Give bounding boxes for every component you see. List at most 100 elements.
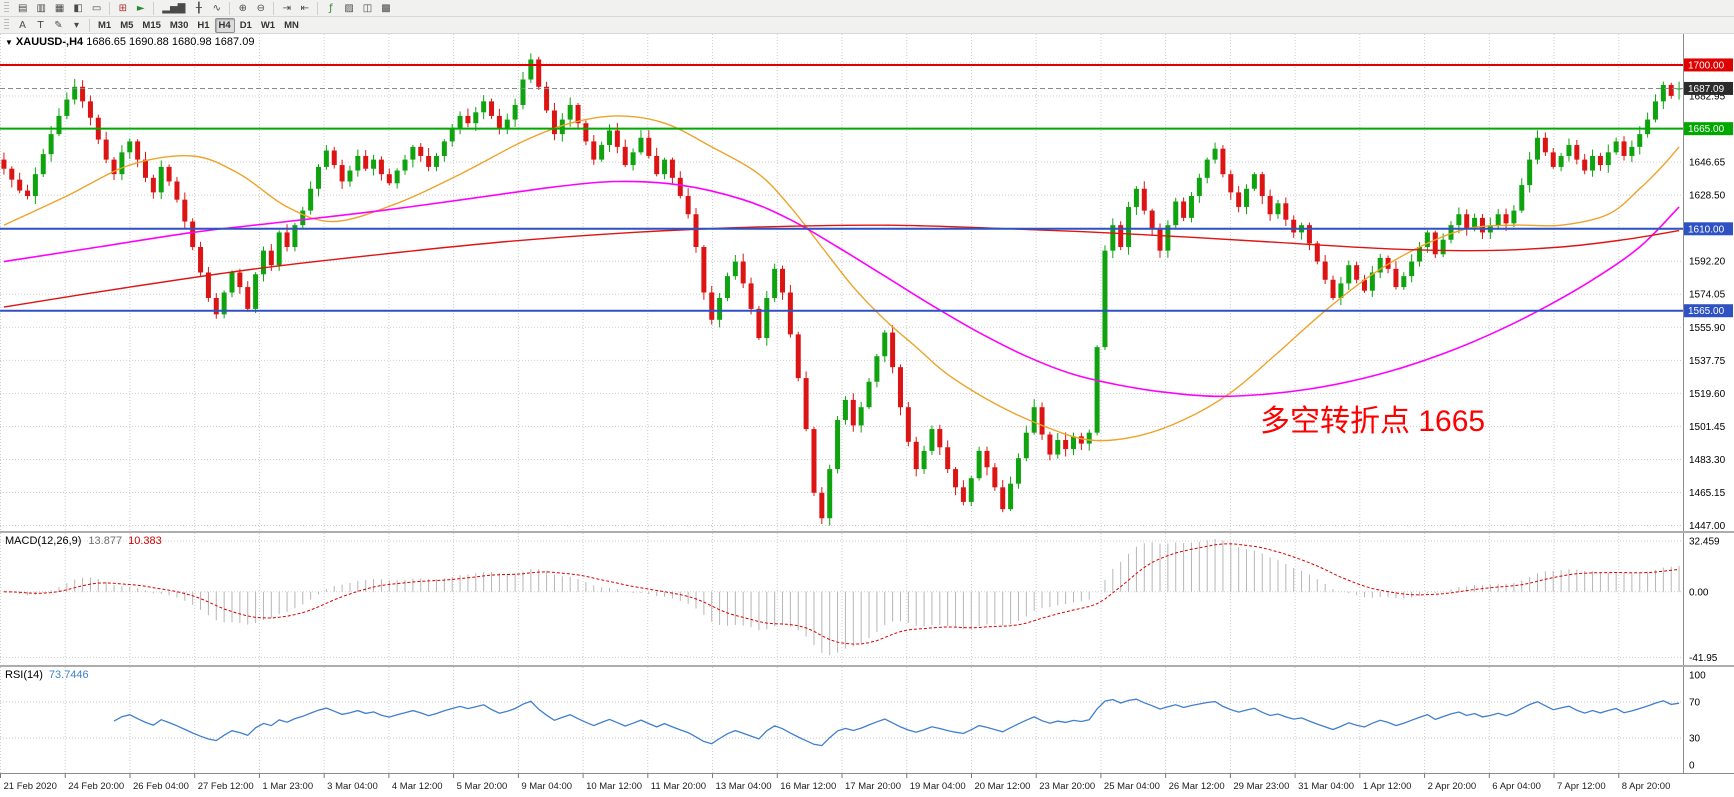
zoom-in-icon[interactable]: ⊕	[234, 1, 251, 16]
panel-splitter-macd[interactable]	[0, 531, 1734, 533]
price-tick: 1501.45	[1689, 422, 1726, 433]
macd-panel[interactable]: 32.459 0.00 -41.95 MACD(12,26,9) 13.877 10.3…	[0, 533, 1734, 665]
line-chart-icon[interactable]: ∿	[208, 1, 225, 16]
grid	[0, 34, 1683, 531]
price-chart[interactable]: 1682.95 1646.65 1628.50 1592.20 1574.05 1555.…	[0, 34, 1734, 531]
macd-signal-value: 10.383	[128, 535, 162, 547]
time-label: 5 Mar 20:00	[457, 781, 508, 792]
cascade-windows-icon[interactable]: ▩	[377, 1, 394, 16]
rsi-chart[interactable]: 100 70 30 0	[0, 667, 1734, 773]
toolbar-separator	[273, 1, 275, 15]
support-1565-badge-label: 1565.00	[1688, 306, 1725, 317]
rsi-tick: 30	[1689, 734, 1701, 745]
time-label: 1 Apr 12:00	[1363, 781, 1412, 792]
time-label: 26 Mar 12:00	[1169, 781, 1225, 792]
grid	[0, 667, 1620, 773]
time-label: 1 Mar 23:00	[262, 781, 313, 792]
timeframe-button-w1[interactable]: W1	[257, 18, 279, 33]
navigator-icon[interactable]: ◧	[69, 1, 86, 16]
timeframe-button-m30[interactable]: M30	[166, 18, 192, 33]
chart-menu-icon[interactable]: ▼	[5, 38, 13, 47]
draw-tools-dropdown-icon[interactable]: ▾	[68, 18, 85, 33]
rsi-value: 73.7446	[48, 669, 89, 681]
auto-scroll-icon[interactable]: ⇥	[278, 1, 295, 16]
rsi-panel[interactable]: 100 70 30 0 RSI(14) 73.7446	[0, 667, 1734, 773]
current-price-badge	[1684, 81, 1733, 95]
terminal-icon[interactable]: ▭	[88, 1, 105, 16]
candlestick-chart-icon[interactable]: ╂	[190, 1, 207, 16]
resistance-1700-badge-label: 1700.00	[1688, 60, 1725, 71]
chart-shift-icon[interactable]: ⇤	[296, 1, 313, 16]
macd-tick: -41.95	[1689, 653, 1718, 664]
toolbar-grip[interactable]	[4, 19, 9, 31]
time-label: 10 Mar 12:00	[586, 781, 642, 792]
new-order-icon[interactable]: ⊞	[114, 1, 131, 16]
time-label: 29 Mar 23:00	[1233, 781, 1289, 792]
time-label: 11 Mar 20:00	[651, 781, 706, 792]
rsi-indicator-name: RSI(14)	[5, 669, 43, 681]
time-label: 31 Mar 04:00	[1298, 781, 1354, 792]
price-tick: 1483.30	[1689, 455, 1726, 466]
market-watch-icon[interactable]: ▦	[51, 1, 68, 16]
zoom-out-icon[interactable]: ⊖	[252, 1, 269, 16]
macd-histogram	[11, 539, 1680, 656]
timeframe-button-mn[interactable]: MN	[280, 18, 303, 33]
toolbar-main: ▤ ▥ ▦ ◧ ▭ ⊞ ► ▂▅▇ ╂ ∿ ⊕ ⊖ ⇥ ⇤ ƒ ▨ ◫ ▩	[0, 0, 1734, 17]
time-label: 23 Mar 20:00	[1039, 781, 1095, 792]
timeframe-button-d1[interactable]: D1	[236, 18, 256, 33]
indicators-icon[interactable]: ƒ	[322, 1, 339, 16]
time-label: 8 Apr 20:00	[1622, 781, 1671, 792]
time-axis[interactable]: 21 Feb 2020 24 Feb 20:00 26 Feb 04:00 27 Fe…	[0, 773, 1734, 797]
rsi-label: RSI(14) 73.7446	[5, 669, 89, 681]
new-chart-icon[interactable]: ▤	[14, 1, 31, 16]
timeframe-button-m15[interactable]: M15	[138, 18, 164, 33]
price-tick: 1592.20	[1689, 257, 1726, 268]
bar-chart-icon[interactable]: ▂▅▇	[158, 1, 189, 16]
annotation-text: 多空转折点 1665	[1260, 405, 1486, 438]
toolbar-grip[interactable]	[4, 2, 9, 14]
ma-fast-orange	[3, 115, 1680, 442]
price-tick: 1555.90	[1689, 323, 1726, 334]
toolbar-separator	[109, 1, 111, 15]
toolbar-separator	[229, 1, 231, 15]
timeframe-button-h1[interactable]: H1	[193, 18, 213, 33]
timeframe-button-m1[interactable]: M1	[94, 18, 115, 33]
toolbar-separator	[317, 1, 319, 15]
support-1565-badge	[1684, 304, 1733, 318]
macd-tick: 32.459	[1689, 537, 1720, 548]
toolbar-timeframes: A T ✎ ▾ M1 M5 M15 M30 H1 H4 D1 W1 MN	[0, 17, 1734, 34]
chart-title-bar: ▼ XAUUSD-,H4 1686.65 1690.88 1680.98 1687…	[5, 36, 254, 48]
draw-tools-icon[interactable]: ✎	[50, 18, 67, 33]
chart-panel[interactable]: 1682.95 1646.65 1628.50 1592.20 1574.05 1555.…	[0, 34, 1734, 531]
toolbar-separator	[89, 18, 90, 32]
tile-windows-icon[interactable]: ◫	[359, 1, 376, 16]
macd-indicator-name: MACD(12,26,9)	[5, 535, 82, 547]
macd-chart[interactable]: 32.459 0.00 -41.95	[0, 533, 1734, 665]
time-label: 25 Mar 04:00	[1104, 781, 1160, 792]
text-tool-icon[interactable]: T	[32, 18, 49, 33]
rsi-line	[113, 698, 1680, 747]
timeframe-button-m5[interactable]: M5	[116, 18, 137, 33]
price-tick: 1537.75	[1689, 356, 1726, 367]
panel-splitter-rsi[interactable]	[0, 665, 1734, 667]
autotrading-icon[interactable]: ►	[132, 1, 149, 16]
rsi-tick: 100	[1689, 671, 1706, 682]
time-label: 27 Feb 12:00	[198, 781, 254, 792]
time-label: 6 Apr 04:00	[1492, 781, 1541, 792]
time-label: 9 Mar 04:00	[521, 781, 572, 792]
templates-icon[interactable]: ▨	[340, 1, 357, 16]
rsi-tick: 70	[1689, 698, 1701, 709]
macd-signal-line	[3, 543, 1680, 645]
price-tick: 1447.00	[1689, 521, 1726, 531]
chart-profiles-icon[interactable]: ▥	[32, 1, 49, 16]
resistance-1700-badge	[1684, 58, 1733, 72]
time-axis-scale[interactable]: 21 Feb 2020 24 Feb 20:00 26 Feb 04:00 27 Fe…	[0, 774, 1734, 797]
macd-label: MACD(12,26,9) 13.877 10.383	[5, 535, 162, 547]
text-label-icon[interactable]: A	[14, 18, 31, 33]
time-label: 17 Mar 20:00	[845, 781, 901, 792]
pivot-1665-badge	[1684, 122, 1733, 136]
rsi-tick: 0	[1689, 761, 1695, 772]
timeframe-button-h4[interactable]: H4	[214, 17, 235, 33]
candles	[1, 53, 1682, 526]
